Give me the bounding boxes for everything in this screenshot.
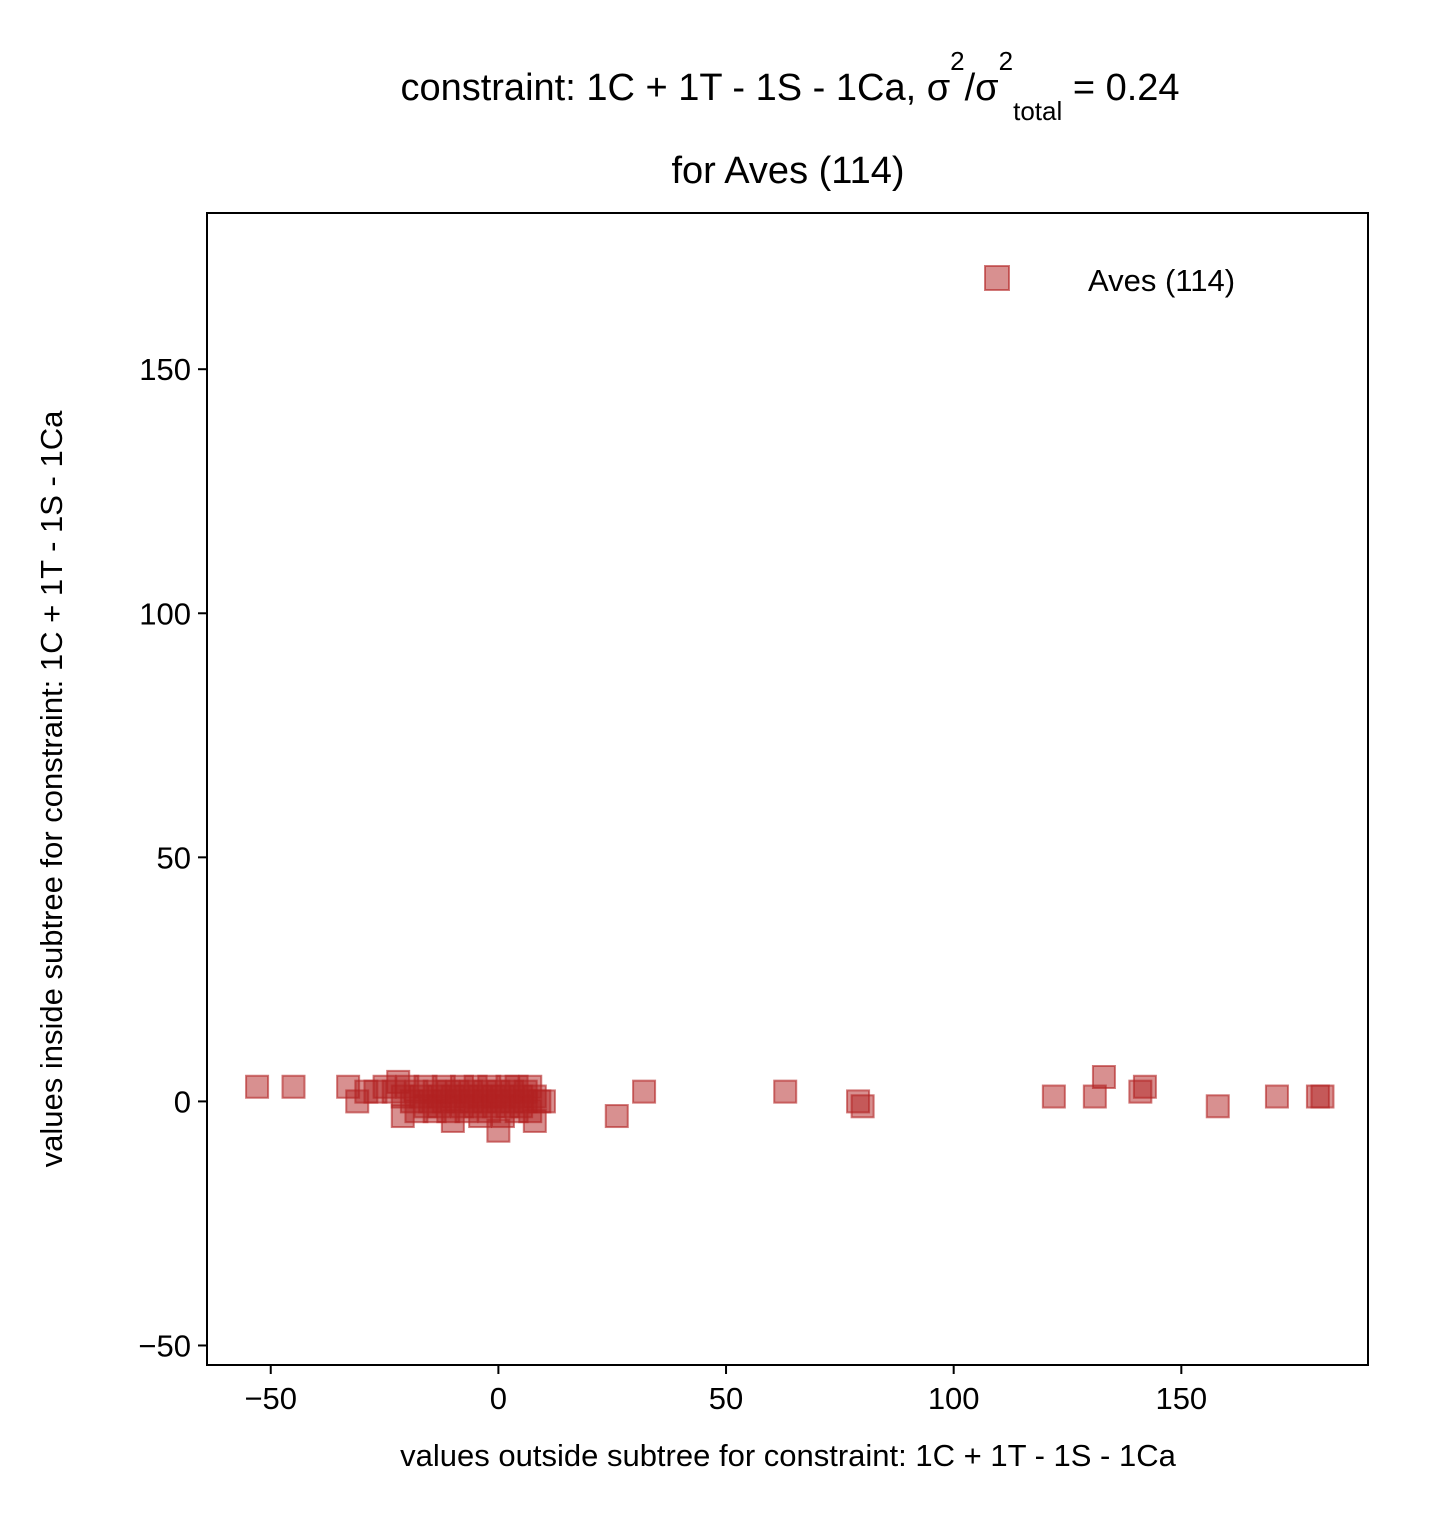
y-axis-ticks: −50 0 50 100 150 — [138, 352, 207, 1363]
title-prefix: constraint: 1C + 1T - 1S - 1Ca, σ — [400, 67, 950, 109]
x-tick-label: −50 — [244, 1381, 297, 1416]
y-tick-label: 50 — [157, 840, 191, 875]
data-point — [604, 1104, 629, 1129]
data-point — [632, 1079, 657, 1104]
x-tick-label: 150 — [1155, 1381, 1207, 1416]
y-tick-label: 0 — [174, 1084, 191, 1119]
data-point — [281, 1074, 306, 1099]
data-point — [1041, 1084, 1066, 1109]
plot-frame — [206, 212, 1369, 1366]
legend: Aves (114) — [984, 263, 1235, 298]
x-axis-label: values outside subtree for constraint: 1… — [400, 1438, 1176, 1473]
legend-marker — [984, 265, 1010, 291]
data-points — [245, 1065, 1335, 1143]
title-suffix: = 0.24 — [1062, 67, 1179, 109]
data-point — [531, 1089, 556, 1114]
x-axis-ticks: −50 0 50 100 150 — [244, 1365, 1207, 1416]
title-sup2: 2 — [999, 46, 1013, 76]
data-point — [245, 1074, 270, 1099]
y-tick-label: 150 — [139, 352, 191, 387]
data-point — [1132, 1074, 1157, 1099]
title-sup1: 2 — [950, 46, 964, 76]
data-point — [1264, 1084, 1289, 1109]
chart-title-line2: for Aves (114) — [671, 150, 904, 192]
title-slash: /σ — [965, 67, 999, 109]
y-tick-label: 100 — [139, 596, 191, 631]
x-tick-label: 0 — [490, 1381, 507, 1416]
y-tick-label: −50 — [138, 1328, 191, 1363]
data-point — [1091, 1065, 1116, 1089]
data-point — [850, 1094, 875, 1119]
x-tick-label: 50 — [709, 1381, 743, 1416]
title-sub: total — [1013, 96, 1062, 126]
x-tick-label: 100 — [928, 1381, 980, 1416]
data-point — [1310, 1084, 1335, 1109]
legend-label: Aves (114) — [1088, 263, 1235, 298]
data-point — [773, 1079, 798, 1104]
chart-title-line1: constraint: 1C + 1T - 1S - 1Ca, σ2/σ2tot… — [400, 46, 1179, 126]
y-axis-label: values inside subtree for constraint: 1C… — [34, 410, 69, 1167]
data-point — [1205, 1094, 1230, 1119]
